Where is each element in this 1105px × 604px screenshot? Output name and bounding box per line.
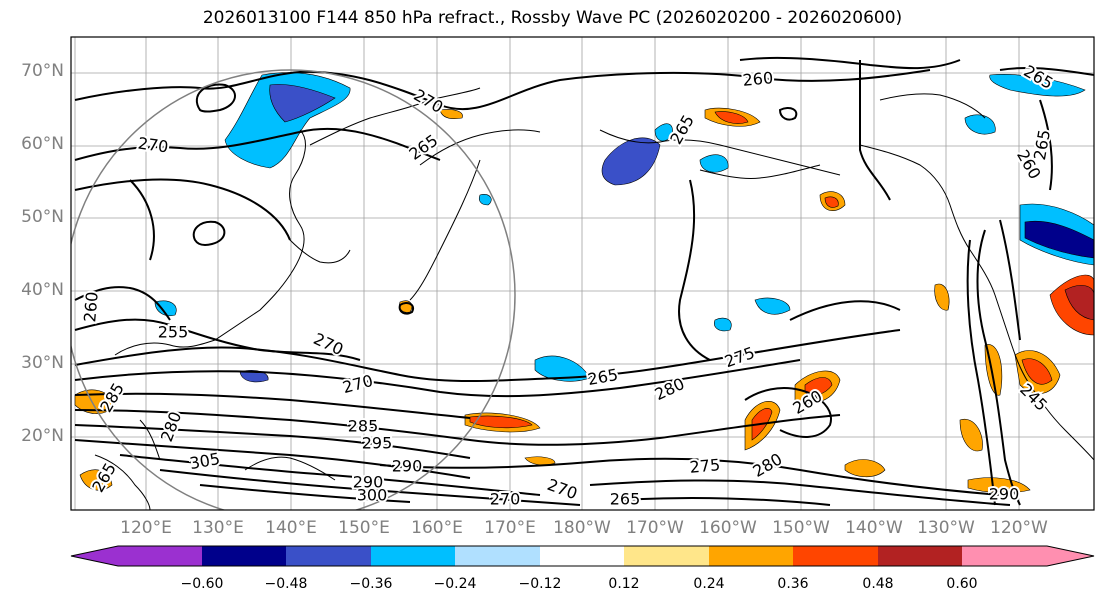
lon-label-170e: 170°E	[484, 518, 536, 538]
colorbar-tick-label: 0.48	[862, 576, 894, 592]
contour-label: 265	[610, 490, 641, 509]
lon-label-150e: 150°E	[338, 518, 390, 538]
contour-label: 290	[353, 473, 384, 492]
lat-label-20n: 20°N	[21, 426, 64, 446]
colorbar-tick-label: −0.60	[180, 576, 224, 592]
anomaly-shading	[74, 72, 1094, 494]
lon-label-160e: 160°E	[411, 518, 463, 538]
lon-label-130e: 130°E	[192, 518, 244, 538]
contour-label: 275	[689, 455, 721, 477]
lon-label-130w: 130°W	[917, 518, 975, 538]
contour-label: 290	[989, 485, 1020, 504]
colorbar-tick-label: −0.24	[433, 576, 477, 592]
lon-label-180w: 180°W	[553, 518, 611, 538]
colorbar-tick-label: −0.48	[264, 576, 308, 592]
lon-label-140e: 140°E	[265, 518, 317, 538]
lat-label-50n: 50°N	[21, 207, 64, 227]
lat-label-30n: 30°N	[21, 353, 64, 373]
colorbar-tick-label: −0.12	[518, 576, 562, 592]
contour-label: 270	[490, 490, 521, 509]
colorbar-tick-label: 0.12	[608, 576, 640, 592]
map-frame	[70, 36, 1095, 511]
lon-label-140w: 140°W	[845, 518, 903, 538]
lat-label-60n: 60°N	[21, 134, 64, 154]
contour-label: 255	[158, 323, 189, 342]
contour-label: 260	[80, 291, 102, 323]
colorbar-tick-label: −0.36	[349, 576, 393, 592]
rossby-range-circle	[71, 69, 516, 510]
contour-label: 300	[357, 486, 388, 505]
lat-label-40n: 40°N	[21, 280, 64, 300]
map-title: 2026013100 F144 850 hPa refract., Rossby…	[202, 8, 903, 28]
lon-label-120w: 120°W	[990, 518, 1048, 538]
coastlines	[94, 87, 1094, 510]
contour-lines	[74, 56, 1094, 506]
lat-label-70n: 70°N	[21, 61, 64, 81]
contour-label: 260	[742, 68, 774, 90]
colorbar-tick-label: 0.60	[946, 576, 978, 592]
colorbar-tick-label: 0.36	[777, 576, 809, 592]
lon-label-120e: 120°E	[120, 518, 172, 538]
lon-label-150w: 150°W	[772, 518, 830, 538]
contour-label: 290	[392, 457, 423, 476]
lon-label-170w: 170°W	[626, 518, 684, 538]
contour-label: 295	[362, 434, 393, 453]
lon-label-160w: 160°W	[699, 518, 757, 538]
contour-label: 285	[348, 417, 379, 436]
colorbar-tick-label: 0.24	[693, 576, 725, 592]
